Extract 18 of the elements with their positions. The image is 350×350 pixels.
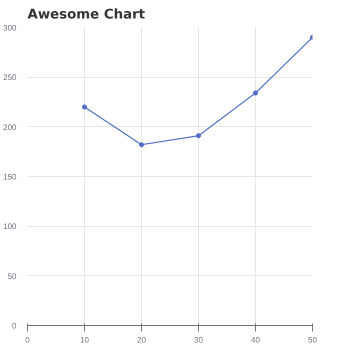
- x-tick-label: 40: [251, 336, 260, 344]
- x-tick-label: 20: [137, 336, 146, 344]
- y-tick-label: 300: [3, 24, 18, 32]
- y-tick-label: 0: [12, 322, 18, 330]
- y-tick-label: 50: [8, 272, 18, 281]
- x-tick-label: 30: [194, 336, 204, 344]
- x-tick-label: 10: [80, 336, 90, 344]
- y-tick-label: 250: [3, 73, 18, 82]
- point: [196, 133, 201, 138]
- x-tick-label: 50: [308, 336, 318, 344]
- point: [139, 142, 144, 148]
- x-tick-label: 0: [25, 336, 30, 344]
- point: [82, 104, 87, 110]
- y-tick-label: 200: [3, 122, 18, 132]
- y-tick-label: 100: [3, 222, 18, 232]
- y-tick-label: 150: [3, 172, 18, 182]
- point: [253, 90, 258, 96]
- chart-title: Awesome Chart: [28, 8, 146, 22]
